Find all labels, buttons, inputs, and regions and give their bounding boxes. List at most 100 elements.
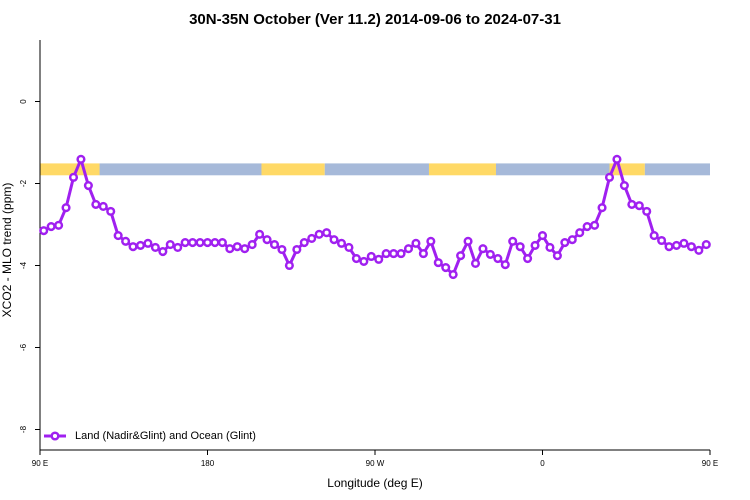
y-tick-label: -4 <box>19 261 28 269</box>
data-point <box>210 237 220 248</box>
data-point <box>537 231 548 241</box>
data-point <box>135 240 146 250</box>
data-point <box>217 237 227 248</box>
surface-band <box>261 163 325 176</box>
data-point <box>39 226 49 236</box>
data-point <box>448 269 458 280</box>
data-point <box>322 228 332 238</box>
data-point <box>165 240 175 250</box>
data-point <box>173 242 183 253</box>
data-point <box>232 242 242 252</box>
data-point <box>247 240 257 250</box>
data-point <box>441 263 451 273</box>
data-point <box>68 172 79 182</box>
data-point <box>143 238 153 248</box>
data-point <box>523 253 533 264</box>
data-point <box>597 203 607 213</box>
data-point <box>195 237 205 248</box>
data-point <box>277 244 287 255</box>
data-point <box>240 244 250 254</box>
x-tick-label: 0 <box>540 459 545 468</box>
data-point <box>567 235 577 245</box>
surface-band <box>644 163 710 176</box>
data-point <box>508 236 518 246</box>
data-point <box>470 258 481 269</box>
data-point <box>269 240 280 250</box>
data-point <box>627 199 637 209</box>
x-tick-label: 180 <box>201 459 215 468</box>
data-point <box>530 240 540 250</box>
data-point <box>128 242 138 252</box>
data-point <box>664 242 674 252</box>
x-tick-label: 90 E <box>702 459 718 468</box>
data-point <box>61 203 71 213</box>
data-point <box>351 253 361 264</box>
y-tick-label: -2 <box>19 179 28 187</box>
data-point <box>106 206 116 216</box>
data-point <box>686 242 696 252</box>
x-axis-label: Longitude (deg E) <box>327 476 422 490</box>
surface-band <box>324 163 429 176</box>
data-point <box>396 249 406 259</box>
data-point <box>456 251 466 261</box>
data-point <box>657 235 667 246</box>
data-point <box>701 240 711 250</box>
legend-label: Land (Nadir&Glint) and Ocean (Glint) <box>75 430 256 442</box>
surface-band <box>428 163 496 176</box>
data-point <box>552 251 562 261</box>
data-point <box>485 249 495 259</box>
data-point <box>426 236 436 246</box>
data-point <box>336 238 347 248</box>
data-point <box>83 181 93 191</box>
data-point <box>284 260 294 271</box>
data-point <box>582 222 592 232</box>
data-point <box>545 242 555 253</box>
data-point <box>694 245 704 255</box>
data-point <box>374 254 384 264</box>
data-point <box>418 249 428 259</box>
data-point <box>307 233 317 243</box>
data-point <box>604 172 615 182</box>
data-point <box>299 237 309 248</box>
data-point <box>188 237 198 248</box>
data-point <box>98 201 108 212</box>
surface-band <box>40 163 100 176</box>
surface-band <box>99 163 262 176</box>
data-point <box>366 251 376 262</box>
data-point <box>150 242 160 253</box>
chart-title: 30N-35N October (Ver 11.2) 2014-09-06 to… <box>189 11 561 28</box>
data-point <box>433 258 443 268</box>
surface-band <box>609 163 645 176</box>
data-point <box>225 244 235 254</box>
data-point <box>121 236 131 246</box>
x-tick-label: 90 W <box>366 459 385 468</box>
data-point <box>642 206 652 216</box>
data-point <box>515 242 525 252</box>
y-tick-label: -6 <box>19 343 28 351</box>
data-point <box>91 199 101 209</box>
data-point <box>493 253 503 264</box>
data-point <box>411 238 421 248</box>
data-point <box>500 260 510 270</box>
y-tick-label: -8 <box>19 425 28 433</box>
data-point <box>292 244 302 255</box>
data-point <box>575 228 585 238</box>
legend-marker <box>50 431 60 441</box>
data-point <box>560 237 570 248</box>
y-tick-label: 0 <box>19 99 28 104</box>
data-point <box>671 240 682 250</box>
data-point <box>76 154 86 164</box>
data-point <box>590 220 600 230</box>
data-point <box>255 229 265 239</box>
data-point <box>381 249 391 259</box>
y-axis-label: XCO2 - MLO trend (ppm) <box>0 183 14 318</box>
data-point <box>46 222 56 232</box>
data-point <box>329 235 339 245</box>
data-point <box>54 220 64 230</box>
data-point <box>158 247 168 257</box>
data-point <box>359 256 369 266</box>
data-point <box>634 201 644 211</box>
data-point <box>202 237 213 248</box>
data-point <box>180 237 190 248</box>
data-point <box>612 154 622 164</box>
